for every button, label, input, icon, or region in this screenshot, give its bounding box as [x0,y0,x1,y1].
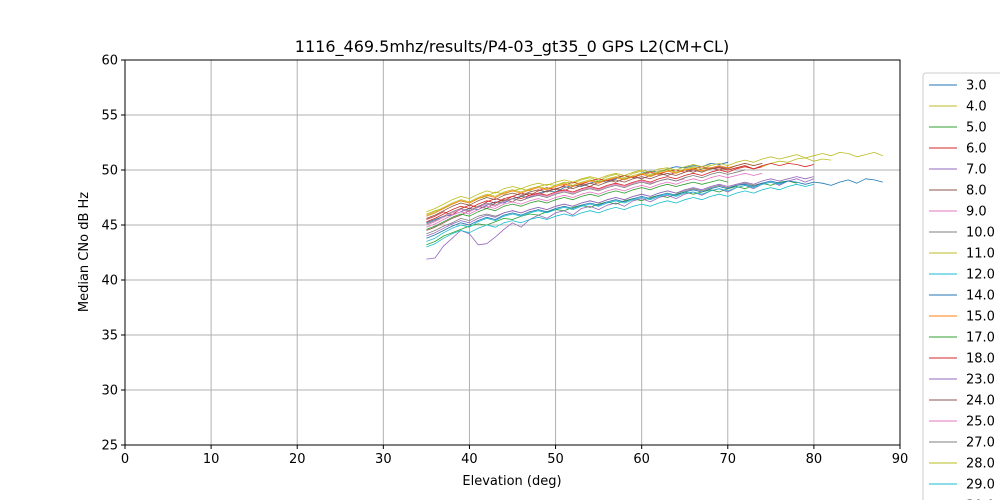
x-tick-label: 80 [806,452,823,467]
legend-label: 7.0 [966,163,987,178]
legend-label: 17.0 [966,331,995,346]
series-line-29.0 [426,183,814,248]
legend-label: 23.0 [966,373,995,388]
series-line-24.0 [426,162,763,219]
legend-label: 3.0 [966,79,987,94]
series-line-11.0 [426,164,711,213]
series-line-15.0 [426,162,763,217]
y-axis-label: Median CNo dB Hz [77,192,92,312]
legend-label: 30.0 [966,499,995,500]
series-line-9.0 [426,178,685,226]
series-line-23.0 [426,176,814,237]
series-layer [426,151,883,260]
legend-label: 9.0 [966,205,987,220]
x-tick-label: 70 [720,452,737,467]
series-line-25.0 [426,172,763,228]
legend-label: 10.0 [966,226,995,241]
chart-title: 1116_469.5mhz/results/P4-03_gt35_0 GPS L… [295,37,729,57]
y-tick-label: 60 [101,54,118,69]
series-line-27.0 [426,169,746,225]
x-tick-label: 20 [289,452,306,467]
legend-label: 27.0 [966,436,995,451]
legend-label: 6.0 [966,142,987,157]
legend-label: 14.0 [966,289,995,304]
y-tick-label: 50 [101,164,118,179]
grid [124,59,901,446]
y-tick-label: 40 [101,274,118,289]
series-line-17.0 [426,179,728,230]
legend-label: 18.0 [966,352,995,367]
legend-label: 15.0 [966,310,995,325]
x-tick-label: 0 [121,452,129,467]
series-line-7.0 [426,178,815,260]
legend-label: 25.0 [966,415,995,430]
plot-frame [124,59,901,446]
series-line-3.0 [426,161,728,224]
legend-label: 29.0 [966,478,995,493]
ticks: 0 10 20 30 40 50 60 70 80 90 25 30 35 40 45 50 55 60 [101,54,908,468]
legend-label: 28.0 [966,457,995,472]
x-tick-label: 10 [203,452,220,467]
series-line-28.0 [426,151,883,216]
x-tick-label: 40 [461,452,478,467]
legend-label: 11.0 [966,247,995,262]
series-line-18.0 [426,162,814,223]
legend-label: 5.0 [966,121,987,136]
y-tick-label: 35 [101,329,118,344]
x-tick-label: 30 [375,452,392,467]
series-line-14.0 [426,178,883,239]
y-tick-label: 45 [101,219,118,234]
x-tick-label: 60 [633,452,650,467]
legend-label: 8.0 [966,184,987,199]
legend-box [922,72,1000,500]
legend-label: 24.0 [966,394,995,409]
y-tick-label: 25 [101,439,118,454]
series-line-12.0 [426,180,789,242]
legend-label: 12.0 [966,268,995,283]
x-axis-label: Elevation (deg) [462,474,561,489]
series-line-5.0 [426,180,797,246]
y-tick-label: 30 [101,384,118,399]
x-tick-label: 90 [892,452,909,467]
x-tick-label: 50 [547,452,564,467]
y-tick-label: 55 [101,109,118,124]
legend: 3.0 4.0 5.0 6.0 7.0 8.0 9.0 10.0 11.0 12.0 14.0 15.… [922,72,1000,500]
legend-label: 4.0 [966,100,987,115]
